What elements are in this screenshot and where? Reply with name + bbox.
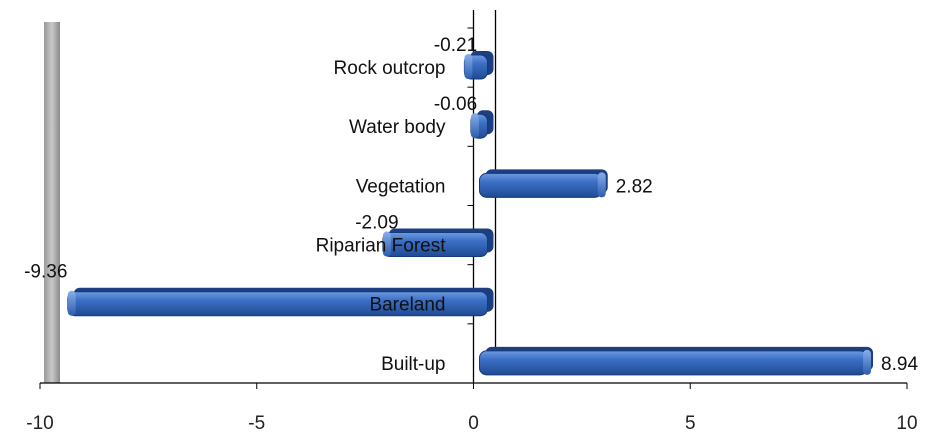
category-label: Bareland (369, 295, 445, 316)
x-tick-label: -10 (26, 413, 53, 434)
category-label: Water body (349, 117, 446, 138)
bar-cap (470, 113, 479, 139)
category-label: Built-up (381, 354, 445, 375)
x-tick-label: -5 (248, 413, 265, 434)
data-label: -0.21 (434, 35, 477, 56)
category-label: Rock outcrop (334, 58, 446, 79)
x-tick-label: 0 (468, 413, 479, 434)
data-label: 2.82 (616, 176, 653, 197)
bar (382, 228, 494, 258)
bar-cap (382, 231, 391, 257)
bar-cap (464, 54, 473, 80)
bar (479, 346, 874, 376)
x-tick-label: 10 (896, 413, 917, 434)
bar (479, 169, 608, 198)
chart-wall (44, 22, 60, 383)
bar (470, 110, 494, 139)
data-label: -0.06 (434, 94, 477, 115)
bar-body (479, 172, 603, 198)
bar (67, 287, 494, 317)
bar-cap (67, 290, 76, 316)
data-label: 8.94 (881, 354, 918, 375)
bar-cap (597, 172, 606, 198)
bar-cap (863, 349, 872, 375)
data-label: -2.09 (355, 213, 398, 234)
bar-body (479, 350, 868, 376)
bar (463, 51, 494, 80)
x-tick-label: 5 (685, 413, 696, 434)
category-label: Vegetation (356, 176, 446, 197)
category-label: Riparian Forest (316, 236, 447, 257)
data-label: -9.36 (24, 262, 67, 283)
